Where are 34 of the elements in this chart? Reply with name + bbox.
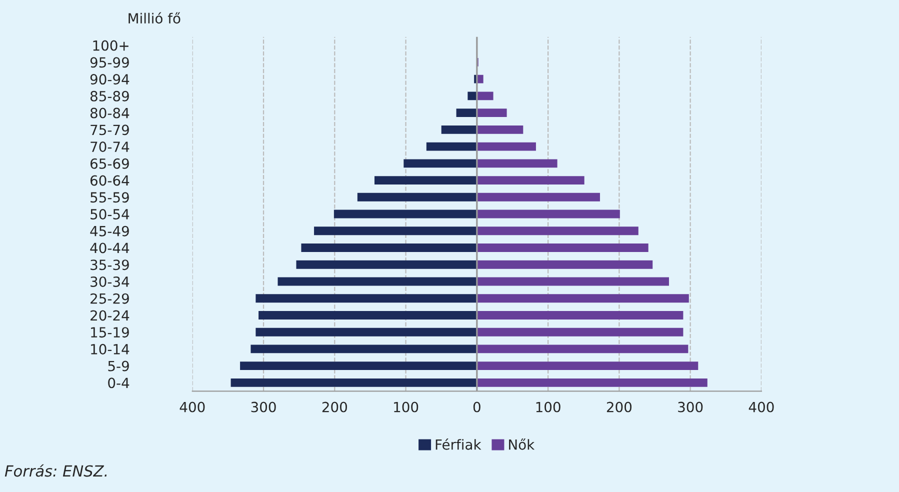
y-tick-label: 30-34 bbox=[90, 276, 130, 287]
y-tick-label: 55-59 bbox=[90, 192, 129, 203]
y-tick-label: 35-39 bbox=[90, 260, 129, 270]
x-tick-label: 400 bbox=[748, 402, 774, 412]
y-tick-label: 15-19 bbox=[91, 327, 129, 338]
x-tick-label: 200 bbox=[606, 402, 632, 412]
y-tick-label: 95-99 bbox=[90, 57, 129, 68]
y-tick-label: 90-94 bbox=[90, 74, 130, 85]
y-tick-label: 45-49 bbox=[90, 226, 129, 236]
legend-label: Férfiak bbox=[436, 438, 482, 450]
x-tick-label: 300 bbox=[251, 402, 276, 412]
y-tick-label: 0-4 bbox=[108, 378, 130, 388]
y-tick-label: 85-89 bbox=[90, 90, 129, 102]
x-tick-label: 300 bbox=[678, 402, 703, 412]
y-tick-label: 100+ bbox=[93, 40, 128, 51]
y-tick-label: 65-69 bbox=[90, 158, 129, 169]
y-tick-label: 75-79 bbox=[90, 124, 129, 136]
x-tick-label: 400 bbox=[180, 402, 205, 412]
text: Forrás: ENSZ. bbox=[4, 464, 107, 477]
x-tick-label: 0 bbox=[473, 402, 480, 412]
y-tick-label: 25-29 bbox=[90, 293, 129, 304]
y-tick-label: 50-54 bbox=[90, 208, 130, 220]
legend-label: Nők bbox=[509, 438, 535, 450]
x-tick-label: 200 bbox=[322, 402, 347, 412]
x-tick-label: 100 bbox=[394, 402, 418, 412]
y-tick-label: 60-64 bbox=[90, 175, 130, 186]
y-tick-label: 5-9 bbox=[108, 360, 129, 372]
y-axis-title: Millió fő bbox=[128, 12, 180, 24]
y-tick-label: 10-14 bbox=[91, 344, 130, 354]
x-tick-label: 100 bbox=[536, 402, 560, 412]
y-tick-label: 40-44 bbox=[90, 242, 130, 254]
y-tick-label: 70-74 bbox=[90, 142, 130, 152]
y-tick-label: 80-84 bbox=[90, 108, 130, 118]
y-tick-label: 20-24 bbox=[90, 310, 130, 321]
